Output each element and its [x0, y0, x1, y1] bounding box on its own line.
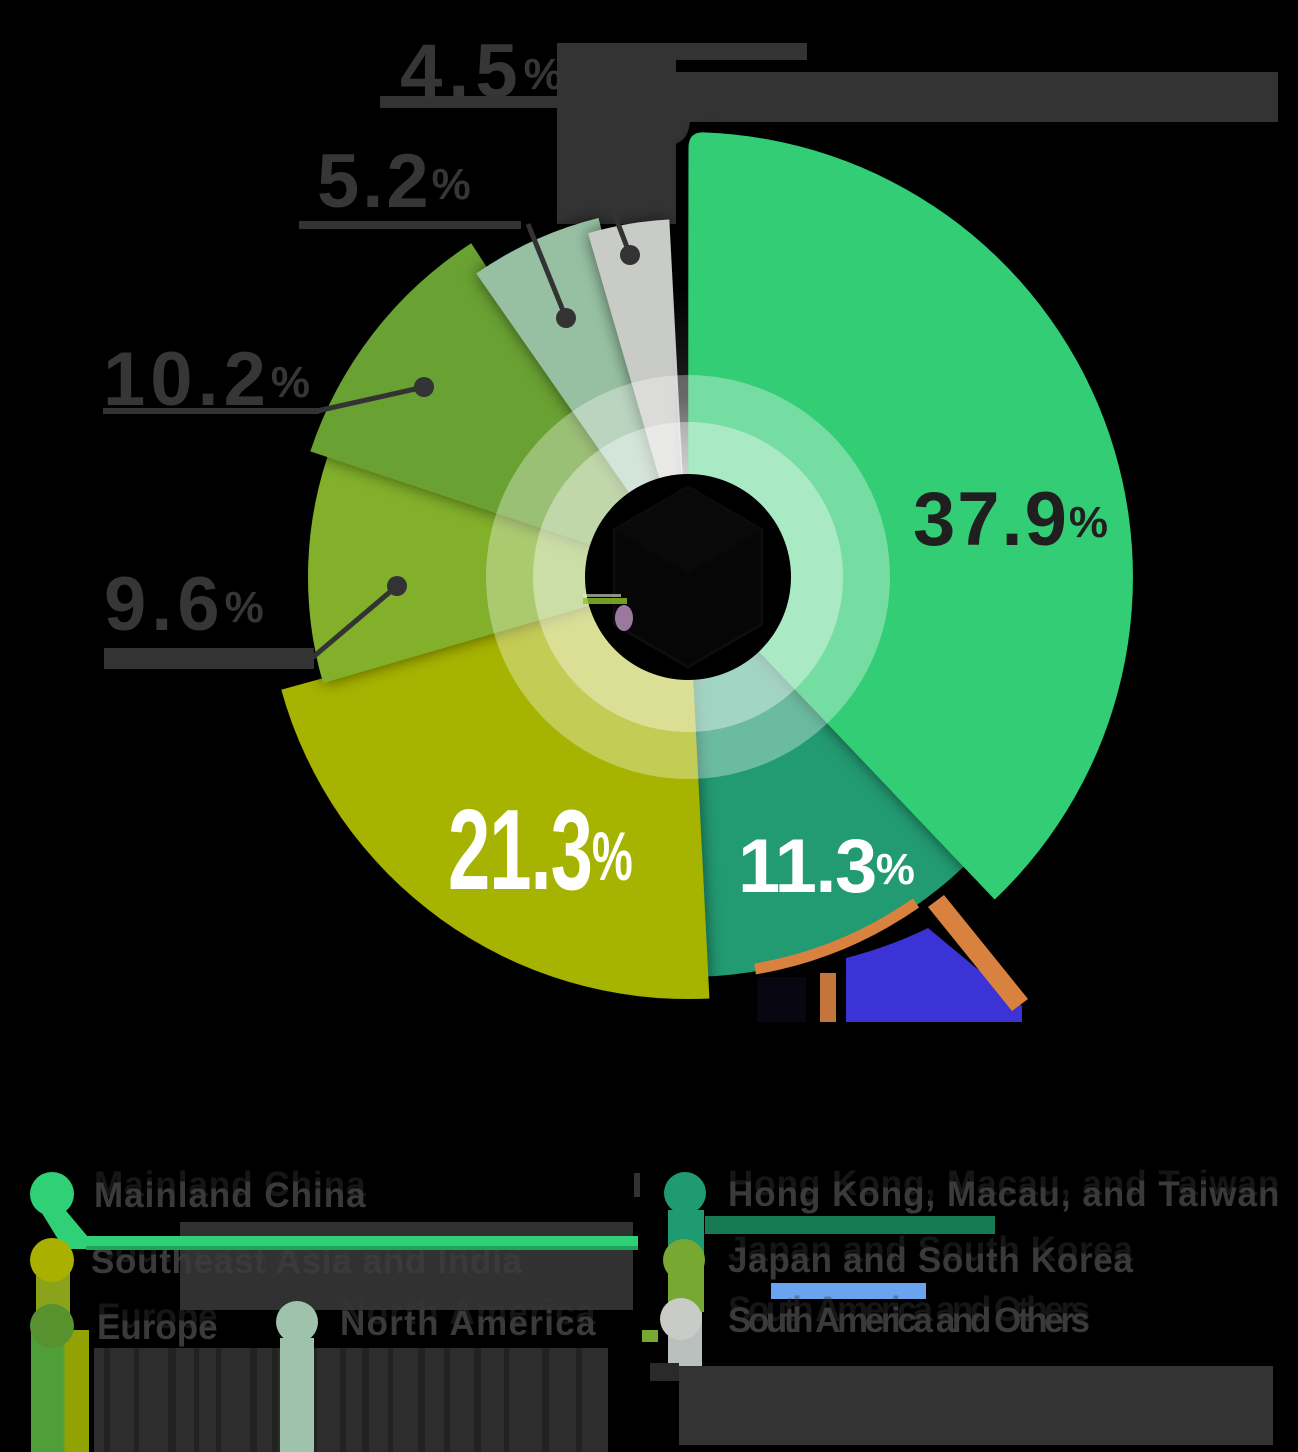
svg-text:North America: North America	[340, 1293, 597, 1332]
svg-text:Japan and South Korea: Japan and South Korea	[728, 1241, 1134, 1280]
svg-text:South America and Others: South America and Others	[728, 1290, 1090, 1329]
svg-text:Japan and South Korea: Japan and South Korea	[728, 1230, 1134, 1269]
svg-text:9.6%: 9.6%	[104, 562, 269, 647]
svg-text:North America: North America	[340, 1304, 597, 1343]
svg-text:Hong Kong, Macau, and Taiwan: Hong Kong, Macau, and Taiwan	[728, 1164, 1280, 1203]
svg-text:Europe: Europe	[97, 1297, 218, 1336]
svg-text:Mainland China: Mainland China	[94, 1176, 367, 1215]
svg-text:Europe: Europe	[97, 1308, 218, 1347]
svg-text:4.5%: 4.5%	[400, 29, 569, 114]
svg-text:5.2%: 5.2%	[317, 139, 474, 224]
svg-text:Hong Kong, Macau, and Taiwan: Hong Kong, Macau, and Taiwan	[728, 1175, 1280, 1214]
svg-text:Mainland China: Mainland China	[94, 1165, 367, 1204]
svg-text:South America and Others: South America and Others	[728, 1301, 1090, 1340]
